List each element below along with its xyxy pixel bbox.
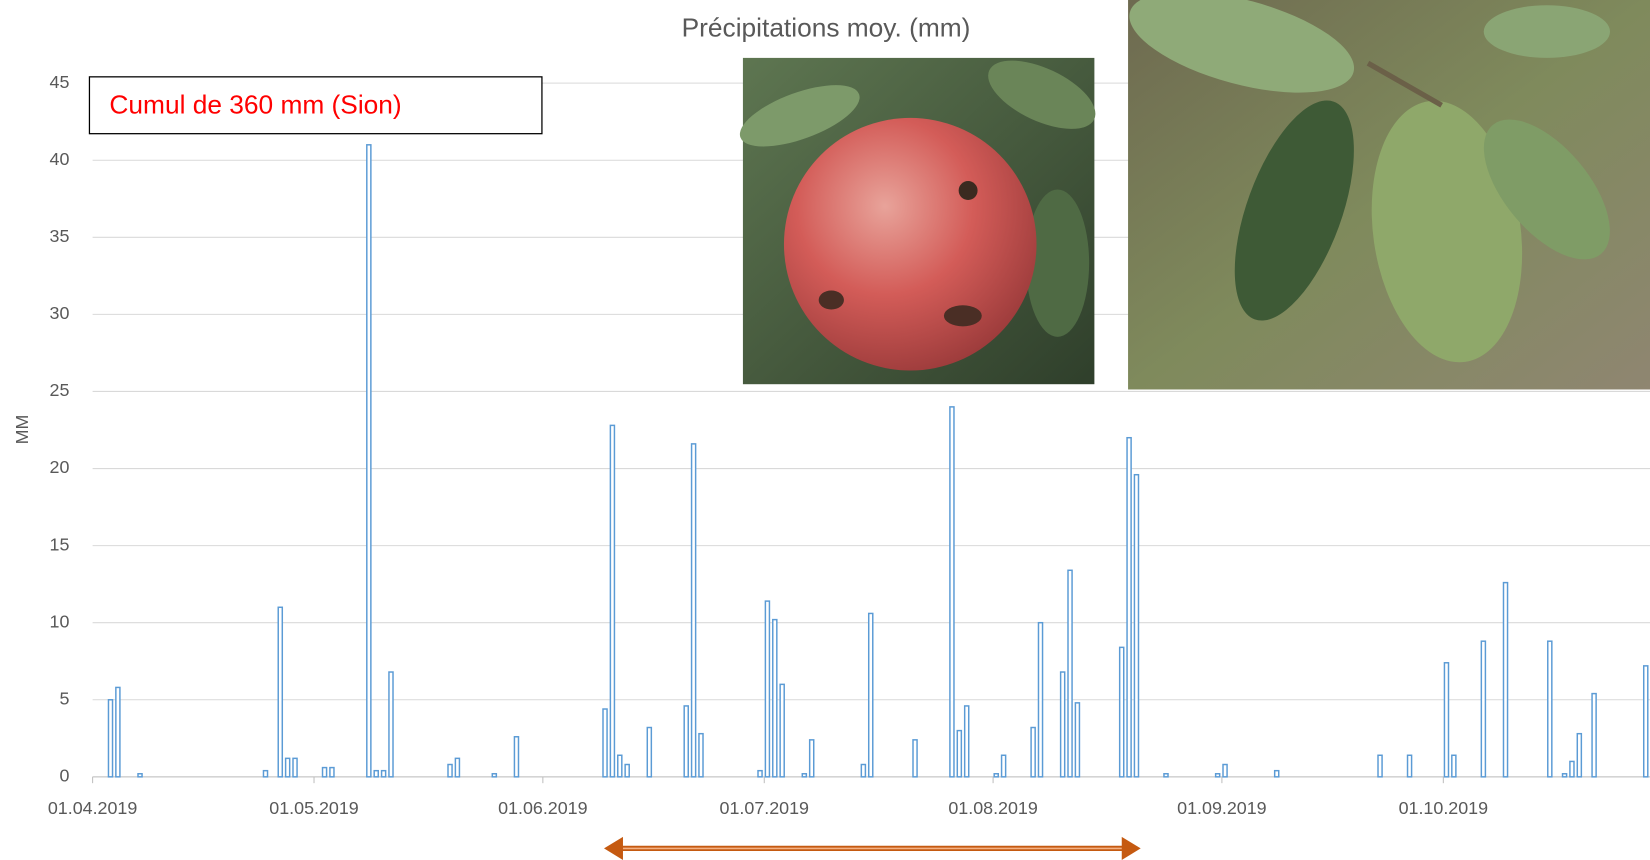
bar <box>1548 641 1552 777</box>
bar <box>1061 672 1065 777</box>
bar <box>116 687 120 776</box>
bar <box>330 768 334 777</box>
bar <box>1068 570 1072 777</box>
y-axis-label: MM <box>12 415 32 445</box>
bar <box>957 731 961 777</box>
bar <box>1216 774 1220 777</box>
bar <box>263 771 267 777</box>
bar <box>1275 771 1279 777</box>
bar <box>603 709 607 777</box>
bar <box>610 425 614 776</box>
x-tick-label: 01.09.2019 <box>1177 798 1267 818</box>
bar <box>965 706 969 777</box>
x-tick-label: 01.06.2019 <box>498 798 588 818</box>
y-tick-label: 20 <box>50 457 70 477</box>
y-tick-label: 5 <box>59 688 69 708</box>
bar <box>758 771 762 777</box>
bar <box>1644 666 1648 777</box>
bar <box>994 774 998 777</box>
chart: Précipitations moy. (mm) MM Cumul de 360… <box>0 0 1650 860</box>
annotation: Cumul de 360 mm (Sion) <box>109 89 401 119</box>
bar <box>1563 774 1567 777</box>
bar <box>455 758 459 776</box>
bar <box>1503 583 1507 777</box>
bar <box>1075 703 1079 777</box>
bar <box>765 601 769 777</box>
bar <box>1223 765 1227 777</box>
bar <box>108 700 112 777</box>
bar <box>625 765 629 777</box>
bar <box>1127 438 1131 777</box>
bar <box>323 768 327 777</box>
photo-apple <box>732 46 1105 384</box>
bar <box>780 684 784 776</box>
bar <box>1481 641 1485 777</box>
bar <box>618 755 622 777</box>
x-tick-label: 01.07.2019 <box>720 798 810 818</box>
page: {"chart_data": { "type": "bar", "title":… <box>0 0 1650 860</box>
y-tick-label: 25 <box>50 380 70 400</box>
bar <box>684 706 688 777</box>
bar <box>1570 761 1574 776</box>
bar <box>278 607 282 777</box>
bar <box>913 740 917 777</box>
bar <box>1408 755 1412 777</box>
bar <box>448 765 452 777</box>
x-tick-label: 01.08.2019 <box>948 798 1038 818</box>
y-tick-label: 10 <box>50 611 70 631</box>
bar <box>1452 755 1456 777</box>
bar <box>1378 755 1382 777</box>
y-tick-label: 0 <box>59 766 69 786</box>
bar <box>138 774 142 777</box>
bar <box>1031 728 1035 777</box>
bar <box>1038 623 1042 777</box>
bar <box>374 771 378 777</box>
x-tick-label: 01.05.2019 <box>269 798 359 818</box>
y-tick-label: 35 <box>50 226 70 246</box>
bar <box>1592 694 1596 777</box>
bar <box>293 758 297 776</box>
period-arrow <box>604 837 1141 860</box>
y-tick-label: 45 <box>50 72 70 92</box>
photo-leaf <box>1119 0 1650 389</box>
bar <box>389 672 393 777</box>
x-tick-label: 01.04.2019 <box>48 798 138 818</box>
bar <box>810 740 814 777</box>
bar <box>773 620 777 777</box>
bar <box>699 734 703 777</box>
y-tick-label: 30 <box>50 303 70 323</box>
bar <box>1164 774 1168 777</box>
y-tick-label: 40 <box>50 149 70 169</box>
bar <box>1444 663 1448 777</box>
bar <box>802 774 806 777</box>
bar <box>861 765 865 777</box>
x-tick-label: 01.10.2019 <box>1399 798 1489 818</box>
bar <box>1002 755 1006 777</box>
bar <box>1577 734 1581 777</box>
bar <box>492 774 496 777</box>
bar <box>647 728 651 777</box>
bar <box>692 444 696 777</box>
bar <box>382 771 386 777</box>
bar <box>514 737 518 777</box>
chart-title: Précipitations moy. (mm) <box>682 12 971 42</box>
bar <box>1120 647 1124 776</box>
bar <box>950 407 954 777</box>
bar <box>1134 475 1138 777</box>
bar <box>286 758 290 776</box>
y-tick-label: 15 <box>50 534 70 554</box>
bar <box>367 145 371 777</box>
bar <box>869 613 873 776</box>
